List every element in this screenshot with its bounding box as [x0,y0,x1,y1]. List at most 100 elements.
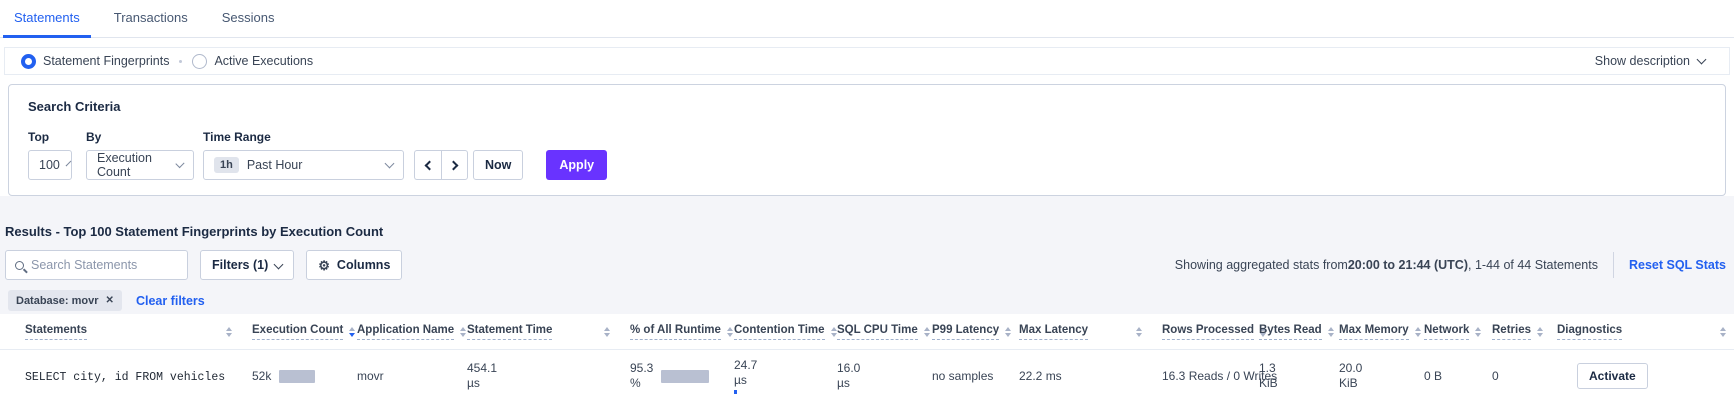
column-header-sql-cpu-time[interactable]: SQL CPU Time [825,314,930,350]
stats-prefix: Showing aggregated stats from [1174,258,1348,272]
tab-transactions[interactable]: Transactions [113,10,188,25]
sort-icon[interactable] [999,327,1012,337]
filters-label: Filters (1) [212,258,269,272]
gear-icon: ⚙ [318,257,330,273]
sql-cpu-value: 16.0 [837,361,861,375]
runtime-value: 95.3 [630,361,654,375]
radio-selected-icon[interactable] [21,53,36,69]
time-range-prev-button[interactable] [414,150,441,180]
sort-icon[interactable] [1714,327,1726,337]
column-header-max-latency[interactable]: Max Latency [1007,314,1150,350]
clear-filters-link[interactable]: Clear filters [135,293,205,308]
search-criteria-title: Search Criteria [28,99,121,114]
radio-statement-fingerprints[interactable]: Statement Fingerprints [21,53,170,69]
retries-value: 0 [1492,369,1499,383]
vertical-divider [1612,252,1614,278]
columns-label: Columns [336,258,391,272]
column-header-application-name[interactable]: Application Name [345,314,467,350]
column-header-p99-latency[interactable]: P99 Latency [920,314,1012,350]
sort-icon[interactable] [1130,327,1142,337]
top-select[interactable]: 100 [28,150,72,180]
column-header-diagnostics[interactable]: Diagnostics [1545,314,1734,350]
by-select[interactable]: Execution Count [86,150,194,180]
table-row: SELECT city, id FROM vehicles 52k movr 4… [0,350,1734,401]
tab-statements[interactable]: Statements [3,0,91,38]
max-latency-value: 22.2 ms [1019,369,1062,383]
sort-icon[interactable] [1409,327,1421,337]
sort-icon[interactable] [1469,327,1482,337]
time-range-value: Past Hour [246,158,303,172]
column-header-retries[interactable]: Retries [1480,314,1545,350]
column-header-rows-processed[interactable]: Rows Processed [1150,314,1267,350]
by-value: Execution Count [97,151,152,179]
column-header-statement-time[interactable]: Statement Time [455,314,618,350]
sort-icon[interactable] [1322,327,1334,337]
sort-icon[interactable] [454,327,467,337]
sort-icon[interactable] [1531,327,1543,337]
now-button[interactable]: Now [473,150,524,180]
search-statements-box [5,250,188,280]
results-section: Results - Top 100 Statement Fingerprints… [0,196,1734,314]
show-description-label: Show description [1594,54,1690,68]
column-header-max-memory[interactable]: Max Memory [1327,314,1421,350]
chevron-left-icon [424,160,435,170]
search-statements-input[interactable] [31,258,178,272]
apply-button[interactable]: Apply [546,150,608,180]
close-icon[interactable]: ✕ [105,295,114,306]
chevron-down-icon [273,259,284,269]
chevron-right-icon [448,160,458,170]
time-range-select[interactable]: 1h Past Hour [203,150,404,180]
database-filter-badge: Database: movr ✕ [8,290,122,311]
radio-label: Statement Fingerprints [43,54,170,68]
time-range-badge: 1h [214,157,239,173]
sort-icon[interactable] [825,327,837,337]
sort-icon[interactable] [918,327,930,337]
chevron-down-icon [65,160,72,166]
columns-button[interactable]: ⚙ Columns [306,250,403,280]
rows-processed-value: 16.3 Reads / 0 Writes [1162,369,1278,383]
activate-diagnostics-button[interactable]: Activate [1577,363,1648,389]
stats-suffix: , 1-44 of 44 Statements [1468,258,1598,272]
network-value: 0 B [1424,369,1443,383]
chevron-down-icon [384,158,395,168]
sort-icon[interactable] [721,327,733,337]
max-memory-unit: KiB [1339,376,1358,390]
column-header-bytes-read[interactable]: Bytes Read [1247,314,1334,350]
column-header-contention-time[interactable]: Contention Time [722,314,837,350]
sort-icon[interactable] [598,327,610,337]
sort-desc-icon[interactable] [343,327,356,337]
p99-latency-value: no samples [932,369,994,383]
table-header-row: Statements Execution Count Application N… [0,314,1734,350]
stats-time-range: 20:00 to 21:44 (UTC) [1347,258,1469,272]
tab-sessions[interactable]: Sessions [221,10,275,25]
statements-table: Statements Execution Count Application N… [0,314,1734,401]
filter-badge-label: Database: movr [16,294,99,307]
statement-fingerprint-link[interactable]: SELECT city, id FROM vehicles [25,370,226,384]
statement-time-unit: µs [467,376,480,390]
radio-active-executions[interactable]: Active Executions [192,53,313,69]
sort-icon[interactable] [1254,327,1267,337]
filters-button[interactable]: Filters (1) [200,250,295,280]
application-name-value: movr [357,369,384,383]
column-header-network[interactable]: Network [1412,314,1482,350]
radio-unselected-icon[interactable] [192,53,208,69]
aggregated-stats: Showing aggregated stats from 20:00 to 2… [1175,252,1726,278]
column-header-execution-count[interactable]: Execution Count [240,314,356,350]
contention-time-bar [734,390,737,394]
search-criteria-card: Search Criteria Top 100 By Execution Cou… [8,84,1726,196]
max-memory-value: 20.0 [1339,361,1363,375]
contention-time-unit: µs [734,373,747,387]
sort-icon[interactable] [220,327,232,337]
runtime-unit: % [630,376,641,390]
execution-count-bar [279,369,316,383]
top-value: 100 [39,158,60,172]
column-header-runtime-pct[interactable]: % of All Runtime [618,314,733,350]
column-header-statements[interactable]: Statements [0,314,240,350]
option-separator [179,59,183,63]
sql-cpu-unit: µs [837,376,850,390]
reset-sql-stats-link[interactable]: Reset SQL Stats [1628,258,1726,272]
show-description-toggle[interactable]: Show description [1594,54,1707,68]
tab-bar: Statements Transactions Sessions [0,0,1734,38]
bytes-read-value: 1.3 [1259,361,1276,375]
time-range-next-button[interactable] [441,150,468,180]
